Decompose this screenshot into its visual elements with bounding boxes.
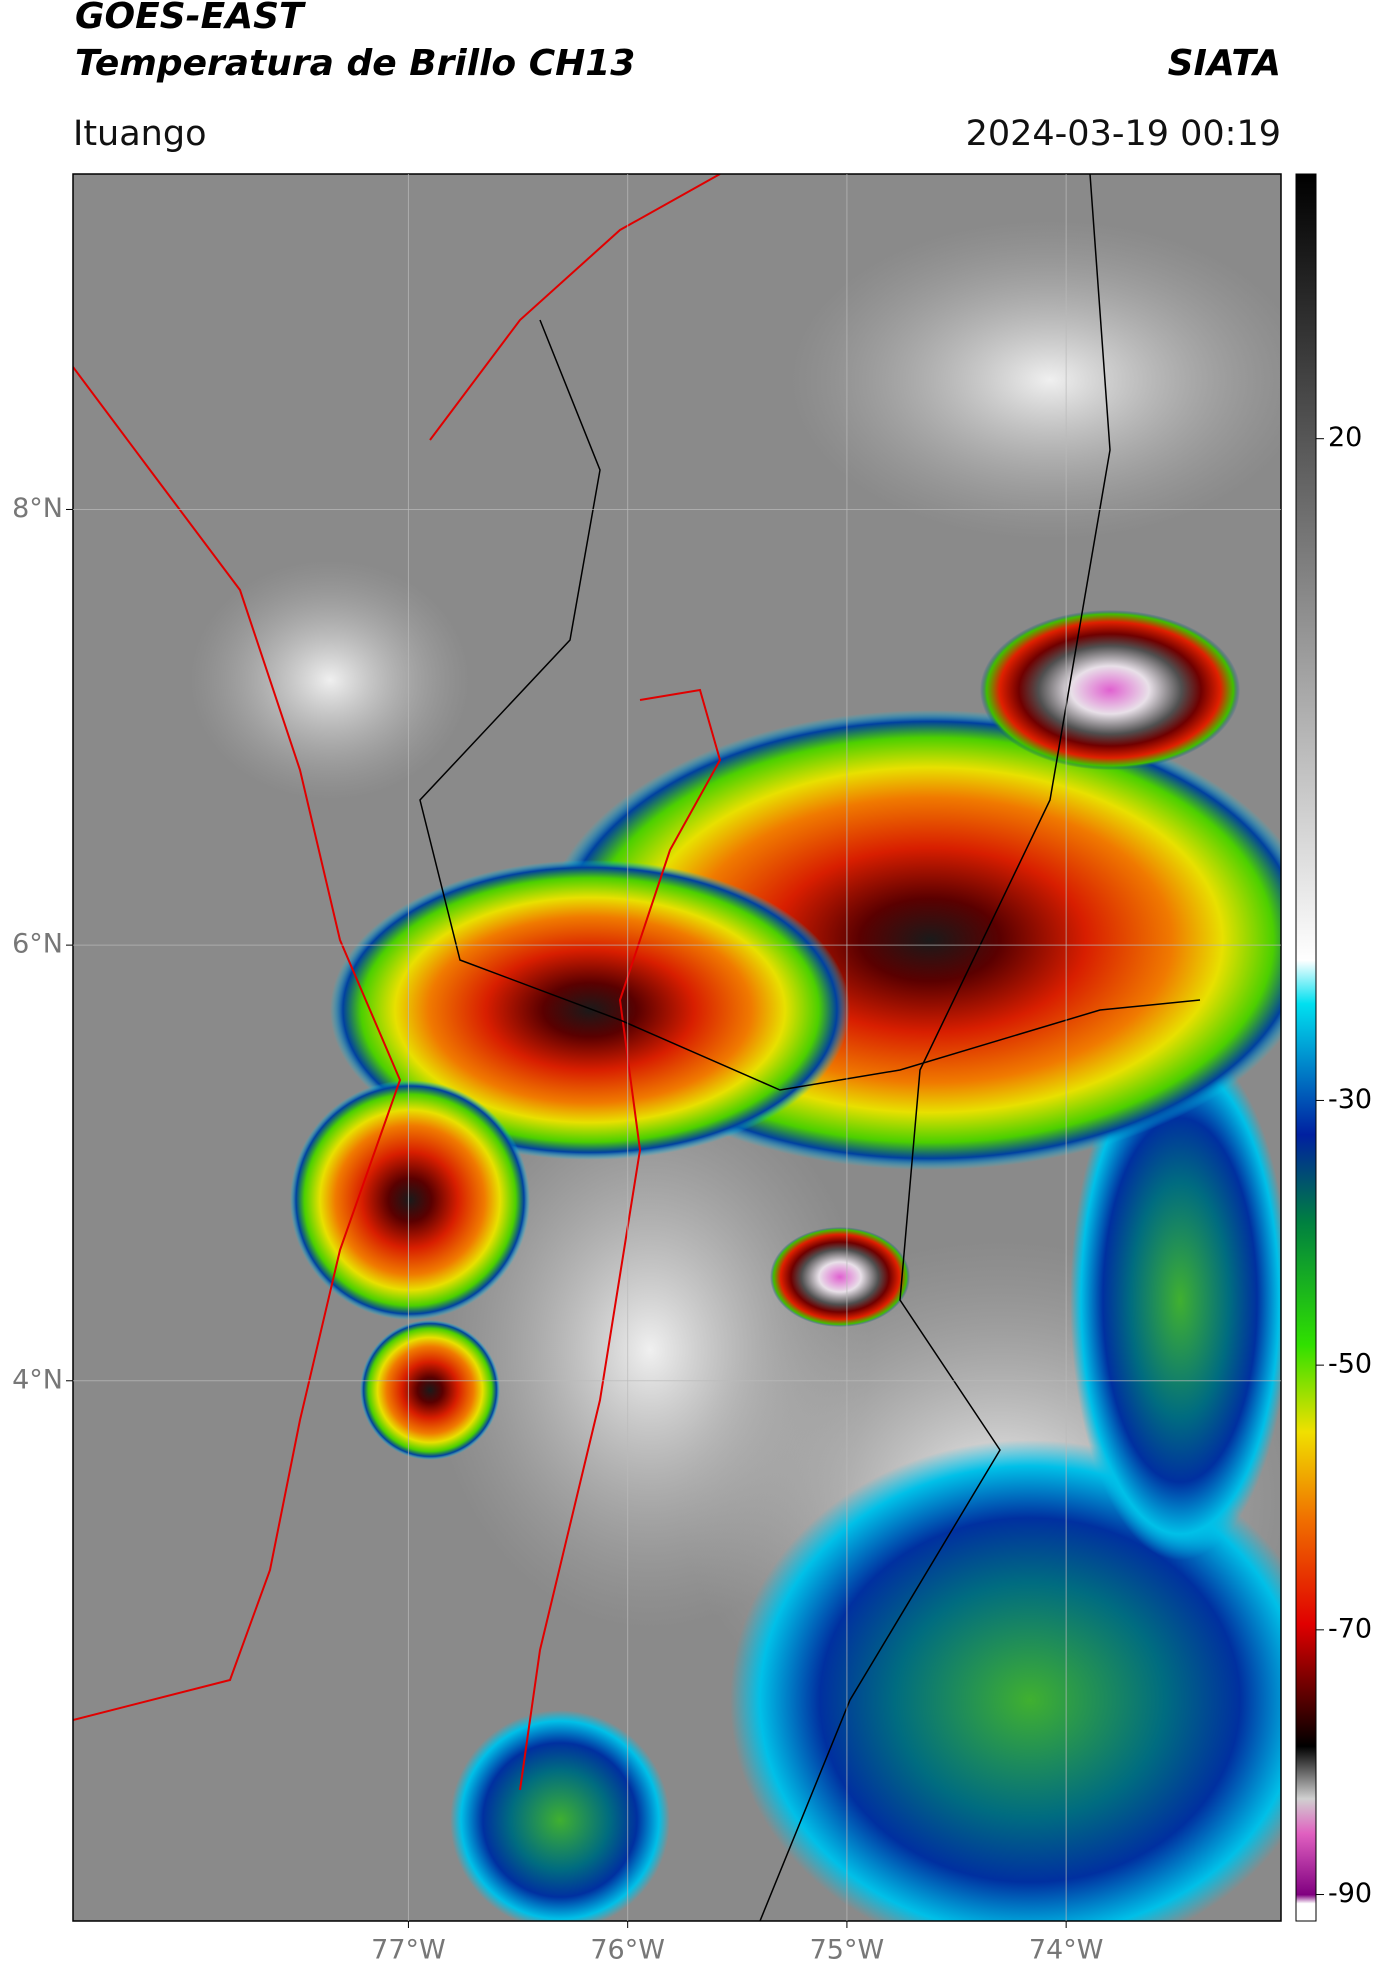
location: Ituango xyxy=(73,114,207,154)
source: SIATA xyxy=(1168,43,1281,84)
cloud xyxy=(190,560,470,800)
map-imagery xyxy=(73,174,1281,1921)
storm xyxy=(290,1080,530,1320)
colorbar xyxy=(1295,173,1317,1922)
y-tick-label: 4°N xyxy=(12,1364,63,1395)
x-tick-label: 76°W xyxy=(590,1935,665,1966)
storm xyxy=(330,860,850,1160)
convection xyxy=(450,1710,670,1921)
x-tick-label: 77°W xyxy=(371,1935,446,1966)
datetime: 2024-03-19 00:19 xyxy=(966,114,1281,154)
convection xyxy=(1070,1040,1281,1560)
map-frame xyxy=(72,173,1282,1922)
x-tick-label: 74°W xyxy=(1029,1935,1104,1966)
colorbar-tick-label: -90 xyxy=(1328,1878,1372,1909)
cloud xyxy=(790,220,1281,540)
colorbar-tick-label: 20 xyxy=(1328,422,1362,453)
y-tick-label: 8°N xyxy=(12,493,63,524)
border xyxy=(759,174,1111,1921)
coastline xyxy=(73,366,402,1721)
convection xyxy=(730,1440,1281,1921)
title: GOES-EAST xyxy=(75,0,306,37)
colorbar-tick-label: -50 xyxy=(1328,1349,1372,1380)
y-tick-label: 6°N xyxy=(12,929,63,960)
colorbar-tick-label: -70 xyxy=(1328,1613,1372,1644)
department-border xyxy=(519,688,722,1791)
storm-core xyxy=(980,610,1240,770)
subtitle: Temperatura de Brillo CH13 xyxy=(75,43,635,84)
storm-core xyxy=(770,1227,910,1327)
storm xyxy=(360,1320,500,1460)
colorbar-tick-label: -30 xyxy=(1328,1084,1372,1115)
x-tick-label: 75°W xyxy=(810,1935,885,1966)
border xyxy=(419,319,1201,1091)
coastline xyxy=(429,174,721,441)
